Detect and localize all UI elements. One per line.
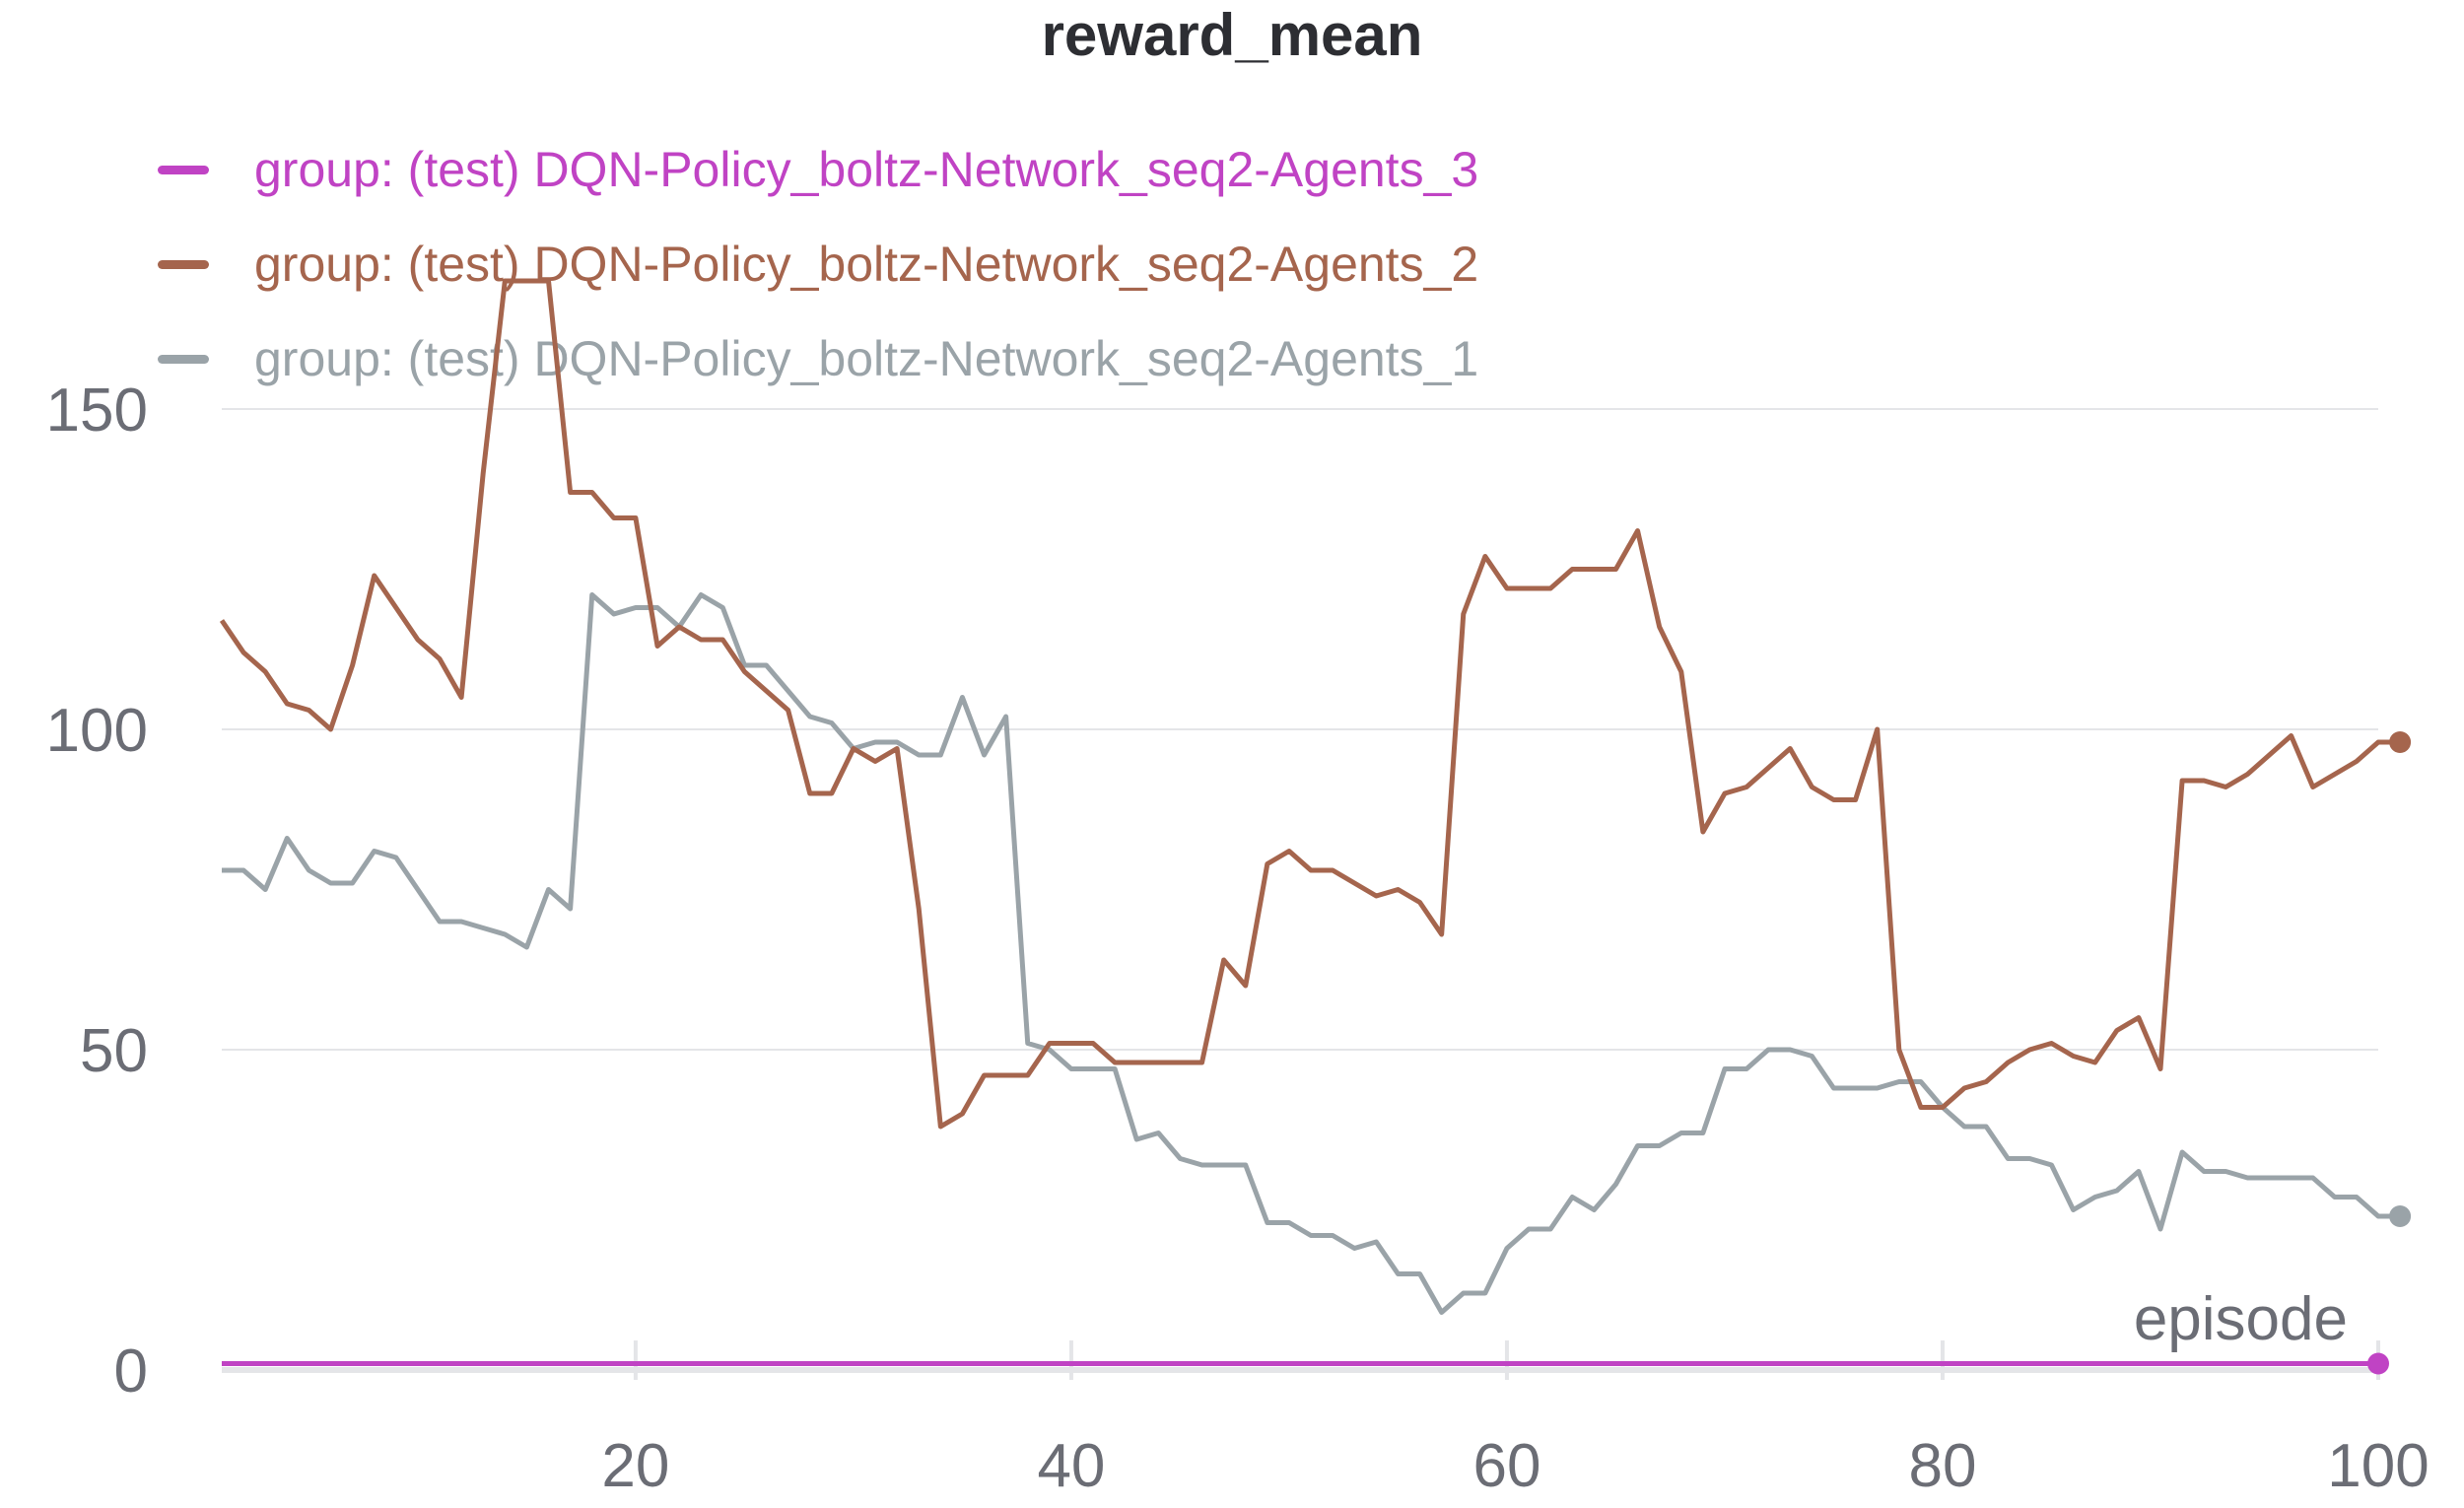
x-tick-label: 80 (1908, 1432, 1976, 1500)
legend-item-agents-2[interactable]: group: (test) DQN-Policy_boltz-Network_s… (158, 217, 1478, 311)
legend-label-agents-1: group: (test) DQN-Policy_boltz-Network_s… (254, 331, 1479, 386)
x-axis-label: episode (2134, 1285, 2348, 1353)
series-endpoint-1 (2367, 1352, 2389, 1375)
series-line-3[interactable] (222, 592, 2401, 1315)
chart-title: reward_mean (1041, 2, 1423, 68)
y-axis-ticks: 0 50 100 150 (46, 377, 148, 1405)
legend: group: (test) DQN-Policy_boltz-Network_s… (158, 122, 1478, 406)
y-tick-label: 50 (80, 1017, 148, 1085)
y-tick-label: 150 (46, 377, 148, 445)
legend-item-agents-3[interactable]: group: (test) DQN-Policy_boltz-Network_s… (158, 122, 1478, 217)
y-tick-label: 100 (46, 697, 148, 765)
series-endpoint-2 (2389, 731, 2412, 753)
legend-label-agents-3: group: (test) DQN-Policy_boltz-Network_s… (254, 142, 1479, 197)
series-lines (219, 278, 2412, 1375)
series-endpoint-3 (2389, 1205, 2412, 1227)
y-tick-label: 0 (114, 1337, 148, 1405)
legend-swatch-agents-2 (158, 259, 209, 269)
legend-swatch-agents-3 (158, 165, 209, 174)
legend-item-agents-1[interactable]: group: (test) DQN-Policy_boltz-Network_s… (158, 311, 1478, 406)
legend-swatch-agents-1 (158, 354, 209, 364)
series-line-2[interactable] (219, 278, 2401, 1130)
x-tick-label: 100 (2327, 1432, 2429, 1500)
x-tick-label: 20 (601, 1432, 669, 1500)
gridlines (222, 408, 2378, 1373)
legend-label-agents-2: group: (test) DQN-Policy_boltz-Network_s… (254, 237, 1479, 292)
x-axis-ticks: 20 40 60 80 100 (601, 1340, 2430, 1500)
x-tick-label: 60 (1472, 1432, 1540, 1500)
x-tick-label: 40 (1037, 1432, 1105, 1500)
